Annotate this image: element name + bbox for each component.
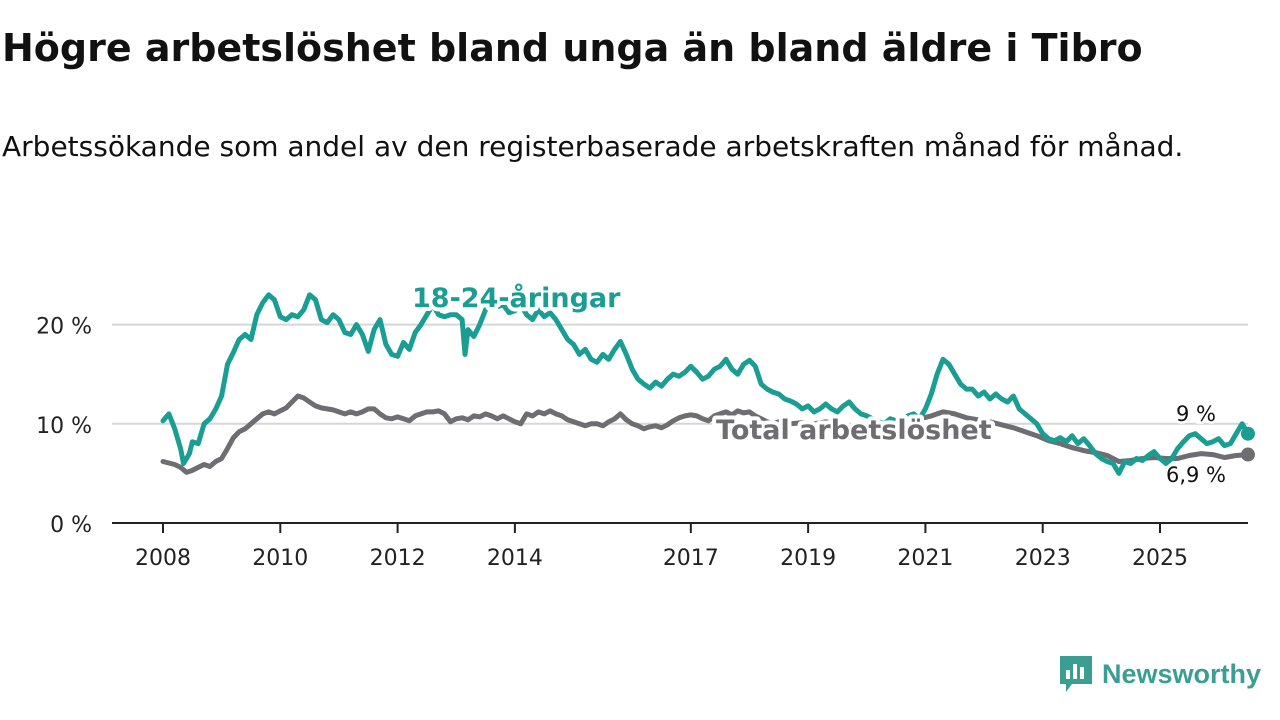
series-label-total: Total arbetslöshet	[716, 415, 992, 446]
series-line-total	[160, 393, 1251, 475]
y-tick-label: 10 %	[36, 414, 92, 439]
x-tick-label: 2008	[135, 546, 191, 571]
x-tick-label: 2012	[370, 546, 426, 571]
x-tick-label: 2021	[897, 546, 953, 571]
x-tick-label: 2017	[663, 546, 719, 571]
brand-name: Newsworthy	[1102, 658, 1262, 689]
x-tick-label: 2019	[780, 546, 836, 571]
x-tick-label: 2025	[1132, 546, 1188, 571]
y-tick-label: 0 %	[50, 513, 92, 538]
line-chart: 0 % 10 % 20 % 2008 2010 2012 2014 2017 2019 2021 2…	[36, 282, 1255, 571]
brand-logo: Newsworthy	[1058, 652, 1261, 696]
end-label-youth: 9 %	[1176, 402, 1216, 426]
end-label-total: 6,9 %	[1166, 463, 1226, 487]
series-line-youth	[160, 292, 1251, 476]
chart-title: Högre arbetslöshet bland unga än bland ä…	[2, 26, 1143, 70]
x-tick-label: 2023	[1015, 546, 1071, 571]
end-point-youth	[1240, 426, 1255, 441]
series-label-youth: 18-24-åringar	[412, 282, 621, 314]
newsworthy-logo-icon	[1060, 656, 1092, 692]
x-tick-label: 2010	[252, 546, 308, 571]
chart-subtitle: Arbetssökande som andel av den registerb…	[2, 130, 1184, 163]
x-tick-label: 2014	[487, 546, 543, 571]
end-point-total	[1240, 447, 1255, 462]
y-tick-label: 20 %	[36, 315, 92, 340]
